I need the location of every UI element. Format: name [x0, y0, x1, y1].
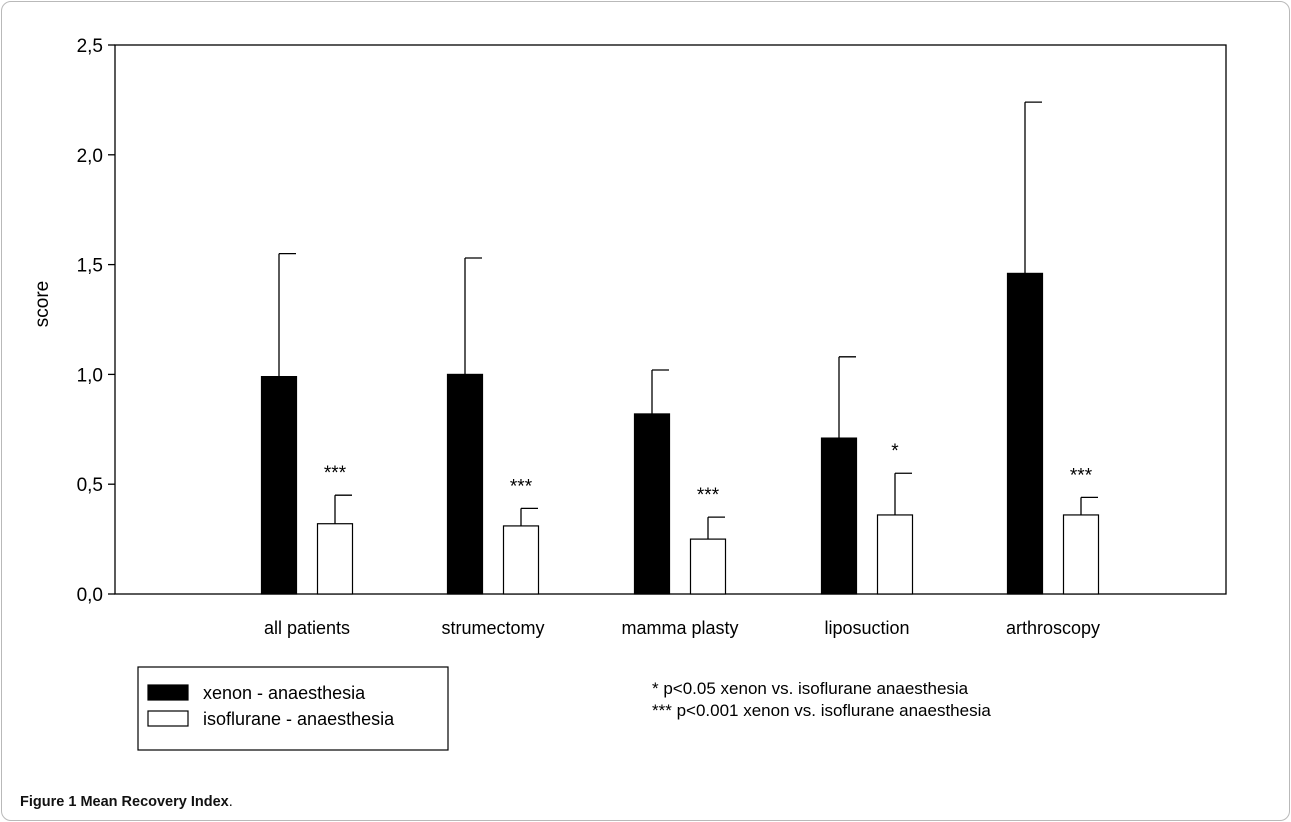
significance-mark: * [891, 441, 899, 462]
y-tick-label: 2,0 [77, 146, 103, 167]
y-axis-label: score [32, 281, 53, 327]
x-category-label: liposuction [824, 618, 909, 638]
y-tick-label: 2,5 [77, 36, 103, 57]
significance-marks: ****** ******* [324, 441, 1093, 506]
y-axis-ticks: 0,0 0,5 1,0 1,5 2,0 2,5 [77, 36, 115, 606]
significance-mark: *** [697, 485, 720, 506]
x-category-label: all patients [264, 618, 350, 638]
significance-note: * p<0.05 xenon vs. isoflurane anaesthesi… [652, 679, 969, 698]
legend: xenon - anaesthesia isoflurane - anaesthe… [137, 666, 449, 751]
bar-xenon [446, 373, 484, 595]
bar-isoflurane [689, 538, 727, 595]
chart-axes [114, 44, 1227, 595]
significance-note: *** p<0.001 xenon vs. isoflurane anaesth… [652, 701, 991, 720]
bar-xenon [633, 413, 671, 595]
y-tick-label: 1,0 [77, 365, 103, 386]
error-bars [278, 101, 1098, 540]
bar-isoflurane [876, 514, 914, 595]
figure-caption-label: Figure 1 [20, 794, 77, 810]
significance-notes: * p<0.05 xenon vs. isoflurane anaesthesi… [652, 679, 991, 720]
y-tick-label: 0,0 [77, 585, 103, 606]
legend-label: isoflurane - anaesthesia [203, 709, 395, 729]
legend-box [137, 666, 449, 751]
plot-frame [114, 44, 1227, 595]
bar-xenon [260, 375, 298, 595]
bar-isoflurane [1062, 514, 1100, 595]
significance-mark: *** [324, 463, 347, 484]
legend-swatch [147, 710, 189, 727]
x-category-label: arthroscopy [1006, 618, 1100, 638]
bar-xenon [1006, 272, 1044, 595]
x-category-label: strumectomy [441, 618, 544, 638]
y-tick-label: 1,5 [77, 256, 103, 277]
bar-isoflurane [316, 523, 354, 595]
legend-swatch [147, 684, 189, 701]
figure-caption-end: . [228, 794, 233, 810]
significance-mark: *** [510, 476, 533, 497]
figure-caption: Figure 1 Mean Recovery Index. [20, 794, 233, 810]
legend-label: xenon - anaesthesia [203, 683, 366, 703]
bar-xenon [820, 437, 858, 595]
y-tick-label: 0,5 [77, 475, 103, 496]
bar-isoflurane [502, 525, 540, 595]
x-category-label: mamma plasty [621, 618, 738, 638]
figure-caption-title: Mean Recovery Index [80, 794, 229, 810]
bar-series [260, 272, 1100, 595]
significance-mark: *** [1070, 465, 1093, 486]
x-axis-categories: all patients strumectomy mamma plasty lipos… [264, 618, 1100, 638]
